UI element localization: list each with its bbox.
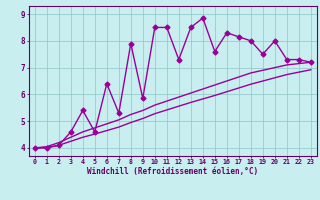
X-axis label: Windchill (Refroidissement éolien,°C): Windchill (Refroidissement éolien,°C) bbox=[87, 167, 258, 176]
